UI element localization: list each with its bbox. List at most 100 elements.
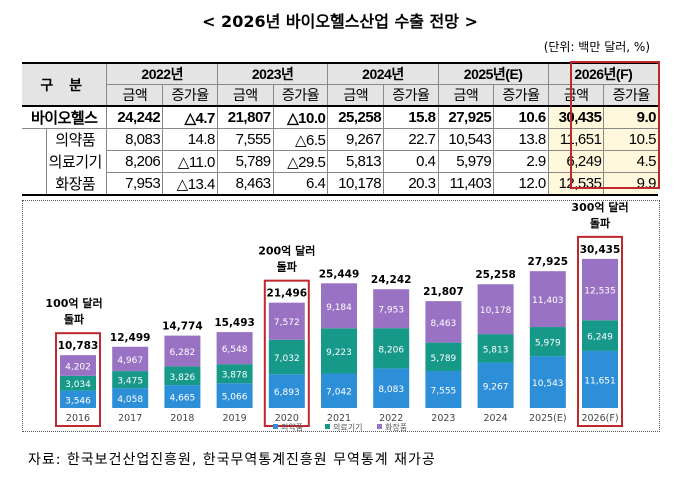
- segment-value-label: 8,463: [431, 319, 457, 329]
- bar-segment-1: [112, 371, 149, 389]
- table-cell: 5,789: [216, 150, 274, 173]
- segment-value-label: 5,789: [431, 354, 457, 364]
- subheader: 증가율: [383, 84, 439, 107]
- segment-value-label: 5,066: [222, 393, 248, 403]
- bar-segment-2: [582, 258, 618, 321]
- stacked-bar-chart: 3,546 3,034 4,202 10,783 2016 4,058 3,475 4,967…: [45, 200, 628, 432]
- bar-segment-0: [164, 385, 201, 408]
- table-cell: 11,651: [547, 128, 604, 151]
- milestone-annotation: 300억 달러: [571, 201, 628, 214]
- corner-header: 구 분: [22, 63, 107, 107]
- x-tick-label: 2020: [275, 413, 299, 424]
- bar-segment-2: [164, 335, 201, 367]
- bar-segment-2: [425, 301, 462, 343]
- bar-segment-0: [321, 373, 357, 408]
- table-cell: 25,258: [327, 105, 384, 129]
- bar-segment-1: [321, 328, 357, 374]
- segment-value-label: 10,543: [532, 379, 564, 389]
- table-cell: 6,249: [547, 150, 604, 173]
- bar-segment-2: [477, 284, 514, 335]
- subheader: 금액: [106, 84, 163, 107]
- table-cell: 13.8: [493, 128, 549, 151]
- header-row-years: 구 분 2022년 2023년 2024년 2025년(E) 2026년(F): [22, 63, 658, 107]
- bar-segment-1: [529, 327, 566, 357]
- segment-value-label: 12,535: [584, 287, 616, 297]
- bar-segment-2: [60, 355, 96, 376]
- segment-value-label: 5,813: [483, 345, 509, 355]
- segment-value-label: 3,034: [65, 380, 91, 390]
- table-cell: 5,813: [327, 150, 384, 173]
- table-row: 의료기기 8,206 △11.0 5,789 △29.5 5,813 0.4 5,979 2.9…: [22, 150, 658, 173]
- table-cell: 27,925: [437, 105, 494, 129]
- unit-label: (단위: 백만 달러, %): [543, 40, 650, 54]
- table-cell: 0.4: [383, 150, 439, 173]
- total-label: 14,774: [162, 321, 203, 333]
- segment-value-label: 4,202: [65, 362, 91, 372]
- table-cell: 15.8: [383, 105, 439, 129]
- bar-segment-0: [425, 370, 462, 408]
- x-tick-label: 2024: [484, 413, 508, 424]
- table-cell: △10.0: [272, 105, 328, 129]
- table-cell: 7,555: [216, 128, 274, 151]
- subheader: 금액: [437, 84, 494, 107]
- year-header: 2025년(E): [437, 63, 549, 85]
- segment-value-label: 3,546: [65, 396, 91, 406]
- milestone-annotation: 돌파: [64, 312, 85, 326]
- bar-segment-1: [582, 320, 618, 351]
- segment-value-label: 7,032: [274, 354, 300, 364]
- highlight-box: [263, 279, 310, 427]
- segment-value-label: 7,555: [431, 386, 457, 396]
- segment-value-label: 4,967: [117, 356, 143, 366]
- bar-segment-2: [112, 346, 149, 372]
- segment-value-label: 11,651: [584, 376, 616, 386]
- subheader: 증가율: [162, 84, 218, 107]
- export-table: 구 분 2022년 2023년 2024년 2025년(E) 2026년(F) 금액 증가율 금…: [22, 62, 658, 196]
- x-tick-label: 2019: [223, 413, 247, 424]
- bar-segment-0: [477, 362, 514, 408]
- bar-segment-1: [216, 364, 253, 384]
- row-label: 바이오헬스: [22, 105, 107, 129]
- table-row: 의약품 8,083 14.8 7,555 △6.5 9,267 22.7 10,543 13.8…: [22, 128, 658, 151]
- subheader: 금액: [216, 84, 274, 107]
- table-cell: △6.5: [272, 128, 328, 151]
- milestone-annotation: 200억 달러: [258, 244, 315, 258]
- bar-segment-2: [529, 271, 566, 328]
- table-cell: △29.5: [272, 150, 328, 173]
- table-cell: 8,463: [216, 172, 274, 196]
- segment-value-label: 3,826: [170, 373, 196, 383]
- legend-label: 의료기기: [333, 422, 362, 431]
- table-row: 화장품 7,953 △13.4 8,463 6.4 10,178 20.3 11,403 12.…: [22, 172, 658, 196]
- bar-segment-2: [321, 283, 357, 329]
- legend-label: 화장품: [385, 422, 407, 431]
- row-label: 의료기기: [22, 150, 107, 173]
- segment-value-label: 9,223: [326, 348, 352, 358]
- header-row-sub: 금액 증가율 금액 증가율 금액 증가율 금액 증가율 금액 증가율: [22, 84, 658, 107]
- bar-segment-2: [216, 332, 253, 365]
- bar-segment-0: [216, 383, 253, 408]
- x-tick-label: 2026(F): [581, 413, 618, 424]
- table-cell: 20.3: [383, 172, 439, 196]
- table-cell: 30,435: [547, 105, 604, 129]
- year-header: 2024년: [327, 63, 439, 85]
- bar-segment-2: [373, 289, 410, 329]
- table-cell: 22.7: [383, 128, 439, 151]
- table-cell: 6.4: [272, 172, 328, 196]
- bar-segment-1: [373, 328, 410, 369]
- segment-value-label: 4,665: [170, 394, 196, 404]
- highlight-box: [55, 332, 101, 427]
- x-tick-label: 2021: [327, 413, 351, 424]
- bar-segment-1: [60, 375, 96, 391]
- table-cell: 10,543: [437, 128, 494, 151]
- year-header: 2022년: [106, 63, 218, 85]
- legend-swatch: [273, 424, 278, 429]
- bar-segment-1: [477, 334, 514, 363]
- page-title: < 2026년 바이오헬스산업 수출 전망 >: [202, 12, 478, 31]
- segment-value-label: 6,249: [587, 333, 613, 343]
- segment-value-label: 9,184: [326, 303, 352, 313]
- total-label: 24,242: [371, 274, 412, 286]
- table-cell: 8,206: [106, 150, 163, 173]
- year-header: 2026년(F): [547, 63, 658, 85]
- subheader: 증가율: [272, 84, 328, 107]
- table-cell: 10.5: [603, 128, 658, 151]
